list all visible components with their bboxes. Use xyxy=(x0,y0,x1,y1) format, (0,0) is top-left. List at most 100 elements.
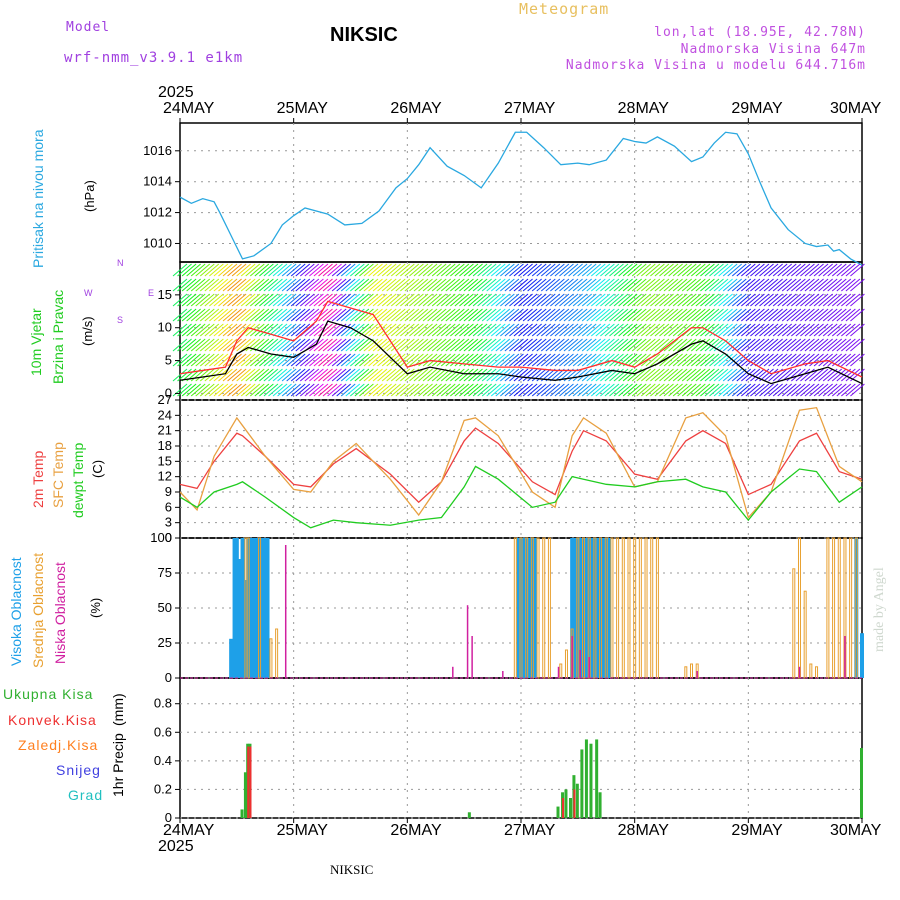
wind-barb xyxy=(818,368,833,382)
wind-barb xyxy=(318,338,333,352)
wind-barb xyxy=(736,323,752,337)
wind-barb xyxy=(349,263,365,277)
wind-barb xyxy=(413,293,429,307)
wind-barb xyxy=(354,293,370,307)
wind-barb xyxy=(813,263,829,277)
wind-barb xyxy=(645,278,661,292)
wind-barb xyxy=(427,353,442,367)
wind-barb xyxy=(231,308,247,322)
wind-barb xyxy=(349,383,365,397)
wind-barb xyxy=(527,338,542,352)
wind-barb xyxy=(522,338,538,352)
wind-barb xyxy=(586,353,602,367)
wind-barb xyxy=(309,278,324,292)
wind-barb xyxy=(618,278,633,292)
ytick-label: 1014 xyxy=(143,174,172,189)
cloud-bar xyxy=(263,538,268,678)
wind-barb xyxy=(472,263,488,277)
wind-barb xyxy=(841,338,856,352)
wind-barb xyxy=(513,308,529,322)
wind-barb xyxy=(663,278,679,292)
wind-barb xyxy=(431,383,447,397)
wind-barb xyxy=(590,278,606,292)
wind-barb xyxy=(590,338,606,352)
wind-barb xyxy=(686,263,702,277)
wind-barb xyxy=(390,308,406,322)
wind-barb xyxy=(540,353,556,367)
precip-bar xyxy=(860,748,863,818)
wind-barb xyxy=(259,263,274,277)
wind-barb xyxy=(531,293,547,307)
wind-barb xyxy=(172,338,188,352)
wind-barb xyxy=(718,293,733,307)
wind-barb xyxy=(686,308,702,322)
wind-barb xyxy=(418,338,433,352)
day-label-bottom: 27MAY xyxy=(504,822,556,839)
wind-barb xyxy=(550,353,565,367)
wind-barb xyxy=(736,308,752,322)
wind-barb xyxy=(490,323,506,337)
cloud-bar xyxy=(571,636,573,678)
wind-barb xyxy=(436,263,452,277)
high-cloud-label: Visoka Oblacnost xyxy=(8,557,24,666)
wind-barb xyxy=(249,368,265,382)
wind-barb xyxy=(609,263,624,277)
wind-barb xyxy=(509,383,524,397)
wind-barb xyxy=(781,323,797,337)
wind-barb xyxy=(513,278,529,292)
wind-barb xyxy=(531,383,547,397)
wind-barb xyxy=(431,353,447,367)
wind-barb xyxy=(327,353,342,367)
wind-barb xyxy=(381,278,397,292)
wind-barb xyxy=(627,278,642,292)
wind-barb xyxy=(713,383,729,397)
wind-barb xyxy=(204,308,220,322)
wind-barb xyxy=(172,383,188,397)
cloud-bar xyxy=(521,538,526,678)
wind-barb xyxy=(427,263,442,277)
sfc-temp-line xyxy=(179,406,863,519)
wind-barb xyxy=(463,338,479,352)
wind-barb xyxy=(281,383,297,397)
wind-barb xyxy=(199,368,215,382)
wind-barb xyxy=(745,353,761,367)
wind-barb xyxy=(727,383,743,397)
wind-barb xyxy=(718,308,733,322)
wind-barb xyxy=(777,383,793,397)
wind-barb xyxy=(768,383,783,397)
cloud-bar xyxy=(513,537,517,679)
wind-barb xyxy=(600,338,615,352)
wind-barb xyxy=(809,308,824,322)
wind-barb xyxy=(309,383,324,397)
wind-barb xyxy=(422,383,438,397)
wind-barb xyxy=(454,293,470,307)
wind-barb xyxy=(800,383,815,397)
wind-barb xyxy=(550,383,565,397)
ytick-label: 21 xyxy=(158,423,172,438)
wind-barb xyxy=(331,263,347,277)
precip-bar xyxy=(580,749,584,818)
wind-barb xyxy=(672,338,688,352)
wind-barb xyxy=(245,338,261,352)
wind-barb xyxy=(659,383,674,397)
cloud-bar xyxy=(837,537,841,679)
wind-barb xyxy=(545,323,561,337)
wind-barb xyxy=(659,308,674,322)
wind-barb xyxy=(640,383,656,397)
wind-barb xyxy=(290,263,306,277)
wind-barb xyxy=(727,353,743,367)
wind-barb xyxy=(395,338,411,352)
wind-barb xyxy=(400,308,415,322)
wind-barb xyxy=(359,293,374,307)
wind-barb xyxy=(336,308,352,322)
wind-barb xyxy=(204,278,220,292)
wind-barb xyxy=(327,338,342,352)
wind-barb xyxy=(572,383,588,397)
wind-barb xyxy=(831,323,847,337)
wind-barb xyxy=(613,323,629,337)
wind-barb xyxy=(263,323,279,337)
wind-barb xyxy=(199,338,215,352)
wind-barb xyxy=(745,293,761,307)
wind-barb xyxy=(181,383,197,397)
wind-barb xyxy=(254,263,270,277)
